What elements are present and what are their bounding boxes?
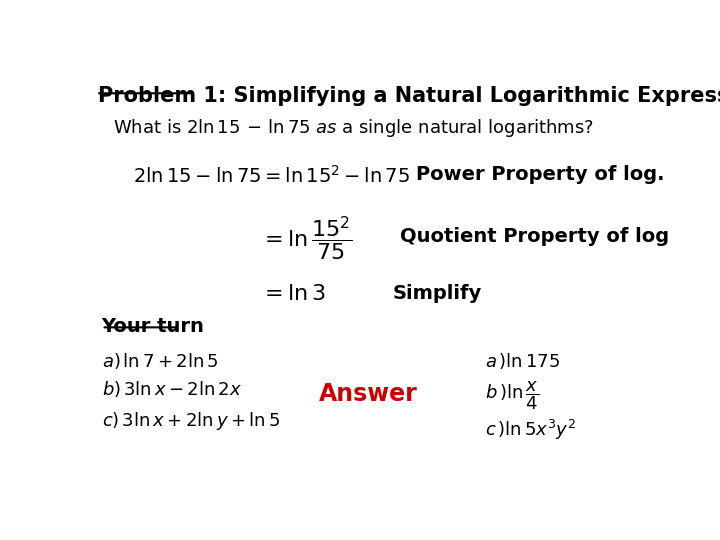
Text: What is $2\ln15\,-\,\ln75$ $\mathit{as}$ a single natural logarithms?: What is $2\ln15\,-\,\ln75$ $\mathit{as}$… (113, 117, 595, 139)
Text: $= \ln 3$: $= \ln 3$ (261, 284, 326, 305)
Text: Power Property of log.: Power Property of log. (415, 165, 664, 184)
Text: Answer: Answer (319, 382, 418, 406)
Text: Your turn: Your turn (102, 318, 204, 336)
Text: Simplify: Simplify (392, 284, 482, 303)
Text: $c\,)\ln 5x^{3}y^{2}$: $c\,)\ln 5x^{3}y^{2}$ (485, 417, 576, 442)
Text: $= \ln \dfrac{15^{2}}{75}$: $= \ln \dfrac{15^{2}}{75}$ (261, 215, 353, 263)
Text: $2\ln 15 - \ln 75 = \ln 15^{2} - \ln 75$: $2\ln 15 - \ln 75 = \ln 15^{2} - \ln 75$ (132, 165, 410, 187)
Text: Problem 1: Simplifying a Natural Logarithmic Expression.: Problem 1: Simplifying a Natural Logarit… (98, 86, 720, 106)
Text: $b\,)\ln \dfrac{x}{4}$: $b\,)\ln \dfrac{x}{4}$ (485, 379, 539, 411)
Text: Quotient Property of log: Quotient Property of log (400, 226, 669, 246)
Text: $a\,)\ln 175$: $a\,)\ln 175$ (485, 351, 560, 371)
Text: $c)\,3\ln x + 2\ln y + \ln 5$: $c)\,3\ln x + 2\ln y + \ln 5$ (102, 410, 280, 432)
Text: $b)\,3\ln x - 2\ln 2x$: $b)\,3\ln x - 2\ln 2x$ (102, 379, 242, 399)
Text: $a)\,\ln 7 + 2\ln 5$: $a)\,\ln 7 + 2\ln 5$ (102, 351, 218, 371)
